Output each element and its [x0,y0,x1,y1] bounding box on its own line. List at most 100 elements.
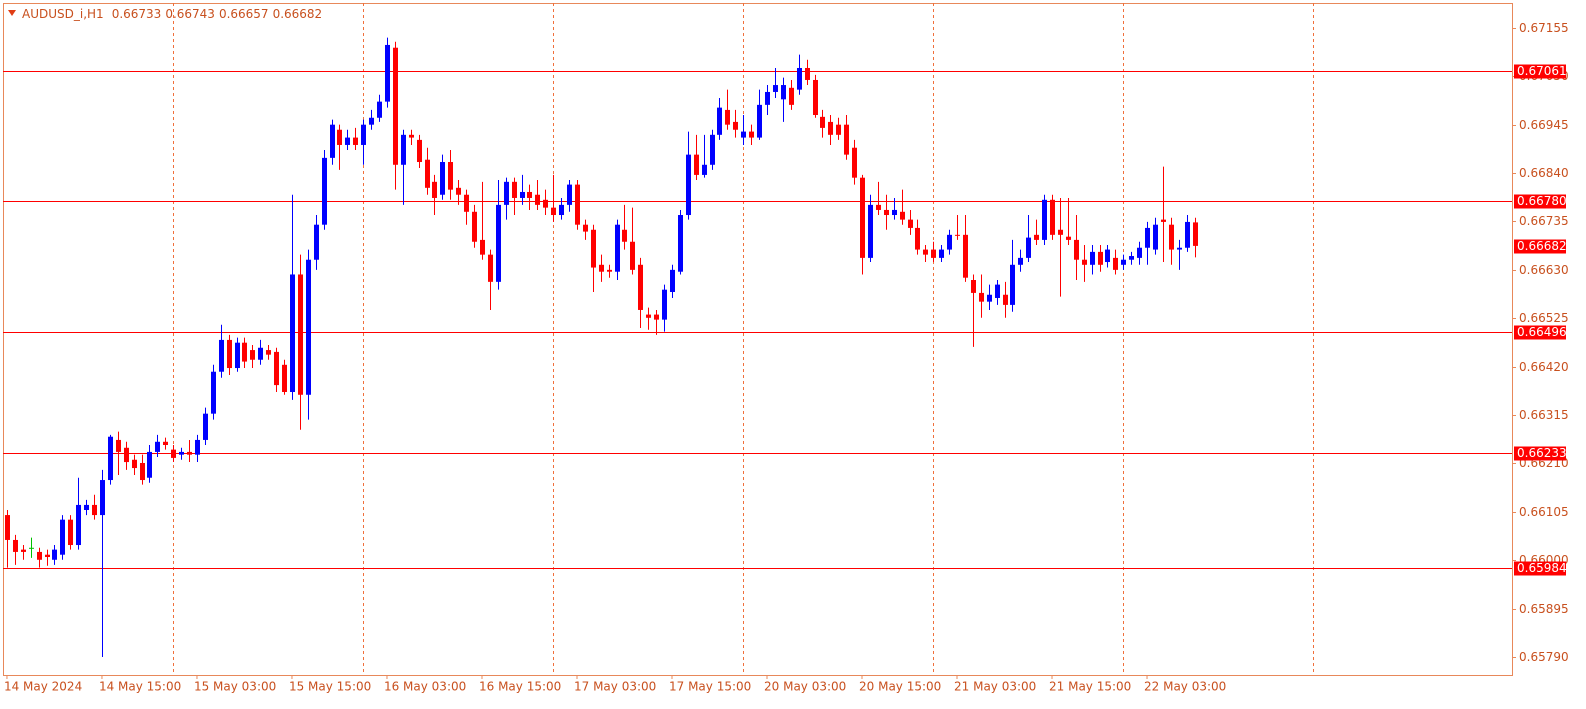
candle-body [21,549,26,552]
candle-body [108,436,113,481]
candle-body [1185,221,1190,248]
candle-body [662,289,667,320]
candle-body [171,449,176,458]
x-tick-label: 16 May 03:00 [384,680,466,694]
header: AUDUSD_i,H1 0.66733 0.66743 0.66657 0.66682 [22,7,322,21]
candle-body [60,519,65,555]
candle-body [694,154,699,175]
candle-body [266,350,271,355]
candle-body [638,264,643,310]
candle-body [472,211,477,242]
candle-body [757,104,762,138]
candle-body [147,451,152,478]
candle-body [1098,251,1103,265]
candle-body [599,264,604,272]
candle-body [995,284,1000,298]
candle-body [686,154,691,216]
candle-body [908,219,913,228]
symbol: AUDUSD_i,H1 [22,7,104,21]
candle-body [717,107,722,135]
candle-body [543,199,548,208]
candle-body [124,447,129,463]
candle-body [385,44,390,102]
candle-body [828,121,833,135]
candle-body [187,451,192,455]
level-box [1514,325,1566,340]
candle-body [353,137,358,145]
candle-body [456,187,461,195]
candle-body [836,124,841,135]
candle-body [1153,224,1158,250]
candle-body [417,139,422,163]
level-box [1514,561,1566,576]
candle-body [575,184,580,225]
candle-body [361,124,366,145]
symbol-icon [8,10,16,16]
x-tick-label: 21 May 03:00 [954,680,1036,694]
candle-body [527,191,532,198]
candle-body [876,204,881,210]
candle-body [235,342,240,369]
candle-body [868,204,873,258]
x-tick-label: 14 May 2024 [4,680,82,694]
candle-body [1082,259,1087,265]
level-label: 0.66780 [1517,194,1567,208]
candle-body [678,215,683,272]
candle-body [409,134,414,138]
candle-body [670,269,675,292]
candle-body [607,269,612,272]
candle-body [741,131,746,138]
x-tick-label: 16 May 15:00 [479,680,561,694]
candle-body [884,209,889,216]
candle-body [789,87,794,105]
candle-body [512,181,517,198]
candle-body [219,339,224,372]
candle-body [211,371,216,414]
x-tick-label: 20 May 03:00 [764,680,846,694]
x-tick-label: 22 May 03:00 [1144,680,1226,694]
level-box [1514,446,1566,461]
candle-body [401,134,406,165]
candle-body [820,116,825,128]
candle-body [100,480,105,516]
x-tick-label: 15 May 15:00 [289,680,371,694]
y-tick-label: 0.66105 [1519,505,1569,519]
candle-body [781,85,786,100]
candle-body [1018,257,1023,265]
candle-body [337,129,342,145]
candle-body [306,259,311,395]
candle-body [1074,239,1079,260]
candle-body [947,234,952,250]
candle-body [1169,224,1174,250]
level-box [1514,64,1566,79]
candle-body [765,91,770,105]
x-tick-label: 17 May 15:00 [669,680,751,694]
candle-body [84,504,89,510]
candle-body [646,314,651,318]
candle-body [900,211,905,220]
y-tick-label: 0.66420 [1519,360,1569,374]
candle-body [931,249,936,258]
candle-body [393,47,398,165]
candle-body [1145,227,1150,248]
candle-body [1121,259,1126,265]
candle-body [813,79,818,115]
candle-body [852,147,857,178]
candle-body [369,117,374,125]
candle-body [488,254,493,282]
x-tick-label: 17 May 03:00 [574,680,656,694]
candle-body [971,280,976,293]
candle-body [551,207,556,216]
candle-body [583,224,588,232]
candle-body [116,439,121,452]
candle-body [915,227,920,250]
candle-body [250,350,255,360]
x-tick-label: 21 May 15:00 [1049,680,1131,694]
candle-body [5,515,10,540]
candle-body [496,204,501,282]
candle-body [1010,264,1015,305]
candle-body [710,134,715,165]
candle-body [68,519,73,546]
candle-body [1066,236,1071,240]
